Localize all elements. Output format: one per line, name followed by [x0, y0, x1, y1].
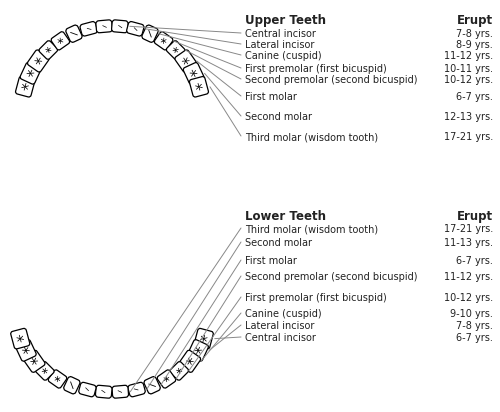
FancyBboxPatch shape: [39, 41, 58, 59]
Text: First molar: First molar: [245, 92, 297, 102]
FancyBboxPatch shape: [96, 20, 112, 33]
FancyBboxPatch shape: [24, 350, 45, 372]
FancyBboxPatch shape: [188, 339, 208, 361]
Text: First premolar (first bicuspid): First premolar (first bicuspid): [245, 293, 387, 303]
Text: 17-21 yrs.: 17-21 yrs.: [444, 224, 493, 234]
Text: Second premolar (second bicuspid): Second premolar (second bicuspid): [245, 75, 418, 85]
Text: Central incisor: Central incisor: [245, 333, 316, 343]
Text: Third molar (wisdom tooth): Third molar (wisdom tooth): [245, 132, 378, 142]
FancyBboxPatch shape: [179, 350, 201, 372]
Text: 7-8 yrs.: 7-8 yrs.: [456, 29, 493, 39]
FancyBboxPatch shape: [157, 370, 176, 388]
Text: 11-13 yrs.: 11-13 yrs.: [444, 238, 493, 248]
FancyBboxPatch shape: [96, 385, 112, 398]
Text: First molar: First molar: [245, 256, 297, 266]
FancyBboxPatch shape: [144, 377, 160, 394]
FancyBboxPatch shape: [20, 63, 41, 84]
Text: 9-10 yrs.: 9-10 yrs.: [450, 309, 493, 319]
Text: Lateral incisor: Lateral incisor: [245, 40, 314, 50]
FancyBboxPatch shape: [51, 32, 70, 50]
FancyBboxPatch shape: [48, 370, 67, 388]
Text: Canine (cuspid): Canine (cuspid): [245, 51, 322, 61]
Text: 10-12 yrs.: 10-12 yrs.: [444, 293, 493, 303]
Text: Second premolar (second bicuspid): Second premolar (second bicuspid): [245, 272, 418, 282]
FancyBboxPatch shape: [126, 21, 144, 36]
Text: 17-21 yrs.: 17-21 yrs.: [444, 132, 493, 142]
Text: Erupt: Erupt: [457, 14, 493, 27]
Text: 6-7 yrs.: 6-7 yrs.: [456, 333, 493, 343]
Text: Lower Teeth: Lower Teeth: [245, 210, 326, 223]
Text: Central incisor: Central incisor: [245, 29, 316, 39]
FancyBboxPatch shape: [36, 362, 54, 380]
FancyBboxPatch shape: [170, 362, 188, 380]
FancyBboxPatch shape: [128, 382, 146, 397]
Text: Second molar: Second molar: [245, 238, 312, 248]
FancyBboxPatch shape: [190, 77, 208, 97]
Text: 11-12 yrs.: 11-12 yrs.: [444, 272, 493, 282]
FancyBboxPatch shape: [78, 382, 96, 397]
Text: 10-12 yrs.: 10-12 yrs.: [444, 75, 493, 85]
Text: 8-9 yrs.: 8-9 yrs.: [456, 40, 493, 50]
Text: Upper Teeth: Upper Teeth: [245, 14, 326, 27]
Text: 7-8 yrs.: 7-8 yrs.: [456, 321, 493, 331]
FancyBboxPatch shape: [112, 20, 128, 33]
FancyBboxPatch shape: [112, 385, 128, 398]
Text: Second molar: Second molar: [245, 112, 312, 122]
FancyBboxPatch shape: [166, 41, 185, 59]
FancyBboxPatch shape: [64, 377, 80, 394]
FancyBboxPatch shape: [154, 32, 173, 50]
Text: 10-11 yrs.: 10-11 yrs.: [444, 64, 493, 74]
Text: 12-13 yrs.: 12-13 yrs.: [444, 112, 493, 122]
FancyBboxPatch shape: [10, 328, 30, 349]
FancyBboxPatch shape: [16, 77, 34, 97]
Text: Lateral incisor: Lateral incisor: [245, 321, 314, 331]
FancyBboxPatch shape: [175, 50, 197, 72]
Text: First premolar (first bicuspid): First premolar (first bicuspid): [245, 64, 387, 74]
FancyBboxPatch shape: [183, 63, 204, 84]
FancyBboxPatch shape: [16, 339, 36, 361]
FancyBboxPatch shape: [28, 50, 49, 72]
Text: 11-12 yrs.: 11-12 yrs.: [444, 51, 493, 61]
FancyBboxPatch shape: [142, 25, 158, 42]
Text: 6-7 yrs.: 6-7 yrs.: [456, 92, 493, 102]
Text: Erupt: Erupt: [457, 210, 493, 223]
Text: Third molar (wisdom tooth): Third molar (wisdom tooth): [245, 224, 378, 234]
FancyBboxPatch shape: [194, 328, 214, 349]
Text: 6-7 yrs.: 6-7 yrs.: [456, 256, 493, 266]
FancyBboxPatch shape: [80, 21, 98, 36]
FancyBboxPatch shape: [66, 25, 82, 42]
Text: Canine (cuspid): Canine (cuspid): [245, 309, 322, 319]
